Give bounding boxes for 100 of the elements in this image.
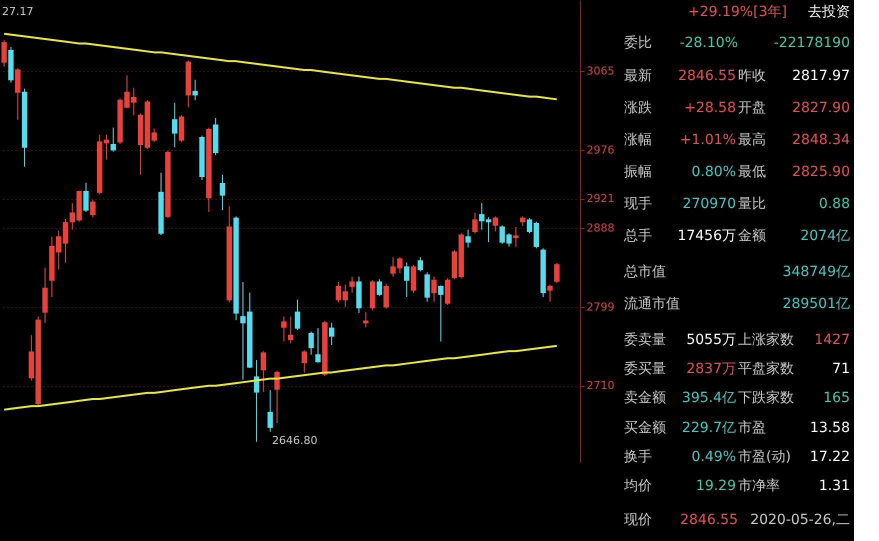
text: 量比 bbox=[738, 196, 766, 212]
text: 270970 bbox=[682, 196, 736, 212]
text: 现价 bbox=[624, 512, 652, 528]
text: 买金额 bbox=[624, 420, 666, 436]
candlestick bbox=[410, 264, 416, 294]
text: 流通市值 bbox=[624, 296, 680, 312]
candlestick bbox=[520, 216, 526, 227]
y-tick-label: 2921 bbox=[586, 192, 614, 206]
text: 市盈(动) bbox=[738, 449, 791, 465]
text: 下跌家数 bbox=[738, 390, 794, 406]
text: 1.31 bbox=[818, 478, 850, 494]
text: 最低 bbox=[738, 164, 766, 180]
text: 均价 bbox=[623, 478, 652, 494]
candlestick bbox=[110, 127, 116, 152]
text: +29.19%[3年] bbox=[688, 4, 787, 20]
annotation: 27.17 bbox=[2, 5, 34, 18]
text: 最新 bbox=[624, 68, 652, 84]
text: 委买量 bbox=[624, 361, 666, 377]
candlestick bbox=[465, 229, 471, 248]
candlestick bbox=[363, 312, 368, 328]
text: 上涨家数 bbox=[738, 332, 794, 348]
text: 2020-05-26,二 bbox=[750, 512, 850, 528]
text: 1427 bbox=[814, 332, 850, 348]
text: 289501亿 bbox=[782, 296, 850, 312]
text: 市盈 bbox=[738, 420, 766, 436]
candlestick bbox=[220, 174, 226, 211]
candlestick bbox=[444, 278, 450, 306]
text: 开盘 bbox=[738, 100, 766, 116]
text: 2837万 bbox=[686, 361, 736, 377]
text: 165 bbox=[823, 390, 850, 406]
text: 13.58 bbox=[810, 420, 850, 436]
text: 去投资 bbox=[808, 4, 850, 20]
text: +28.58 bbox=[684, 100, 736, 116]
candlestick bbox=[328, 322, 334, 346]
annotation: 2646.80 bbox=[272, 434, 318, 447]
candlestick bbox=[268, 390, 273, 432]
y-tick-label: 3065 bbox=[586, 64, 614, 78]
candlestick bbox=[308, 331, 314, 356]
candlestick bbox=[554, 262, 560, 284]
text: 总手 bbox=[623, 228, 652, 244]
text: 换手 bbox=[624, 449, 652, 465]
y-tick-label: 2976 bbox=[586, 143, 614, 156]
candlestick bbox=[513, 226, 519, 248]
text: 金额 bbox=[738, 228, 766, 244]
candlestick bbox=[404, 262, 410, 298]
candlestick bbox=[288, 316, 294, 344]
candlestick bbox=[349, 276, 355, 294]
candlestick bbox=[42, 267, 48, 324]
candlestick bbox=[384, 283, 389, 310]
candlestick bbox=[1, 39, 7, 68]
text: -28.10% bbox=[680, 35, 738, 51]
text: -22178190 bbox=[774, 35, 850, 51]
candlestick bbox=[472, 212, 478, 234]
text: 最高 bbox=[738, 132, 766, 148]
y-tick-label: 2710 bbox=[586, 379, 614, 392]
candlestick bbox=[178, 114, 184, 142]
text: 348749亿 bbox=[782, 264, 850, 280]
text: 5055万 bbox=[686, 332, 736, 348]
text: 395.4亿 bbox=[682, 390, 736, 406]
candlestick bbox=[281, 316, 287, 342]
text: 19.29 bbox=[696, 478, 736, 494]
text: 卖金额 bbox=[624, 390, 666, 406]
candlestick bbox=[492, 216, 498, 232]
text: 0.88 bbox=[818, 196, 850, 212]
y-tick-label: 2888 bbox=[586, 221, 614, 234]
text: 平盘家数 bbox=[738, 361, 794, 377]
text: 委卖量 bbox=[624, 332, 666, 348]
text: 17456万 bbox=[677, 228, 736, 244]
candlestick bbox=[438, 285, 444, 342]
text: 2825.90 bbox=[792, 164, 850, 180]
text: 2827.90 bbox=[792, 100, 850, 116]
y-tick-label: 2799 bbox=[586, 300, 614, 314]
text: 0.49% bbox=[692, 449, 736, 465]
candlestick bbox=[260, 350, 266, 392]
candlestick bbox=[172, 102, 178, 148]
line-series bbox=[3, 32, 558, 100]
candlestick bbox=[294, 299, 300, 330]
text: 涨跌 bbox=[624, 100, 652, 116]
text: 委比 bbox=[624, 35, 652, 51]
candlestick bbox=[302, 350, 308, 373]
text: 2848.34 bbox=[792, 132, 850, 148]
candlestick bbox=[547, 284, 553, 302]
text: 现手 bbox=[624, 196, 652, 212]
text: 2074亿 bbox=[800, 228, 850, 244]
candlestick bbox=[418, 256, 424, 272]
text: 涨幅 bbox=[624, 132, 652, 148]
candlestick bbox=[83, 182, 89, 212]
text: 振幅 bbox=[624, 164, 652, 180]
text: 昨收 bbox=[738, 68, 766, 84]
text: 17.22 bbox=[810, 449, 850, 465]
line-series bbox=[3, 344, 558, 411]
text: 0.80% bbox=[692, 164, 736, 180]
candlestick bbox=[424, 272, 430, 302]
text: 2846.55 bbox=[678, 68, 736, 84]
candlestick bbox=[431, 276, 437, 302]
text: 2846.55 bbox=[680, 512, 738, 528]
candlestick bbox=[90, 199, 96, 218]
text: 71 bbox=[832, 361, 850, 377]
text: +1.01% bbox=[680, 132, 736, 148]
text: 总市值 bbox=[623, 264, 666, 280]
